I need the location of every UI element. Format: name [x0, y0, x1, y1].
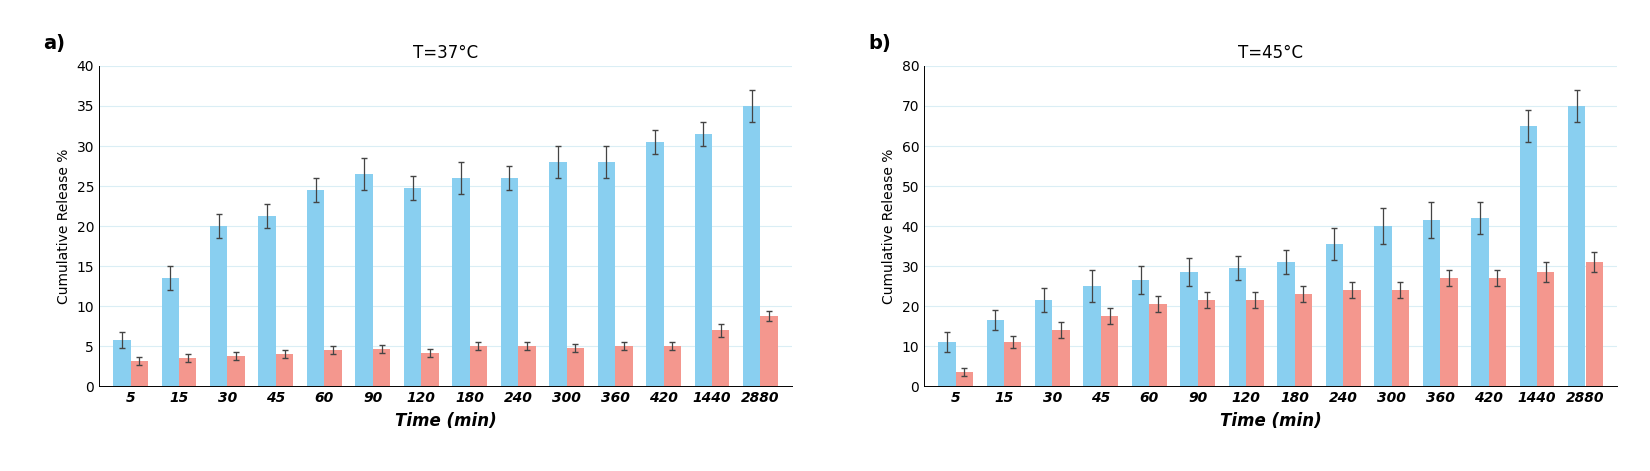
Y-axis label: Cumulative Release %: Cumulative Release % [883, 148, 896, 304]
X-axis label: Time (min): Time (min) [394, 412, 497, 430]
Bar [228, 356, 244, 386]
Bar [1084, 286, 1101, 386]
Bar [597, 162, 615, 386]
Bar [355, 174, 373, 386]
Bar [1440, 278, 1457, 386]
Y-axis label: Cumulative Release %: Cumulative Release % [58, 148, 71, 304]
Bar [1472, 218, 1488, 386]
Bar [1229, 268, 1246, 386]
Bar [1343, 290, 1361, 386]
Bar [1132, 280, 1150, 386]
Bar [1246, 300, 1264, 386]
Bar [178, 358, 196, 386]
Bar [373, 349, 391, 386]
Bar [452, 178, 470, 386]
Bar [742, 106, 761, 386]
Bar [421, 353, 439, 386]
Bar [939, 342, 955, 386]
Bar [1568, 106, 1586, 386]
Bar [1391, 290, 1409, 386]
Bar [1277, 262, 1295, 386]
Bar [210, 226, 228, 386]
Title: T=37°C: T=37°C [412, 44, 478, 62]
Bar [566, 348, 584, 386]
Bar [1374, 226, 1391, 386]
Bar [761, 316, 777, 386]
X-axis label: Time (min): Time (min) [1219, 412, 1322, 430]
Text: a): a) [43, 34, 66, 53]
Bar [259, 217, 276, 386]
Bar [1035, 300, 1053, 386]
Bar [1488, 278, 1506, 386]
Bar [1586, 262, 1602, 386]
Bar [987, 320, 1003, 386]
Bar [500, 178, 518, 386]
Bar [695, 134, 713, 386]
Title: T=45°C: T=45°C [1238, 44, 1304, 62]
Bar [1325, 244, 1343, 386]
Bar [647, 142, 663, 386]
Bar [663, 346, 681, 386]
Bar [1422, 220, 1440, 386]
Bar [549, 162, 566, 386]
Bar [615, 346, 632, 386]
Bar [325, 350, 342, 386]
Bar [1180, 272, 1198, 386]
Bar [1101, 316, 1119, 386]
Bar [276, 354, 294, 386]
Bar [307, 190, 325, 386]
Bar [1520, 126, 1538, 386]
Bar [518, 346, 536, 386]
Text: b): b) [868, 34, 891, 53]
Bar [1150, 304, 1167, 386]
Bar [1538, 272, 1554, 386]
Bar [1295, 294, 1312, 386]
Bar [130, 361, 148, 386]
Bar [1003, 342, 1021, 386]
Bar [470, 346, 487, 386]
Bar [713, 330, 729, 386]
Bar [955, 372, 973, 386]
Bar [114, 340, 130, 386]
Bar [162, 278, 178, 386]
Bar [404, 187, 421, 386]
Bar [1198, 300, 1216, 386]
Bar [1053, 330, 1069, 386]
